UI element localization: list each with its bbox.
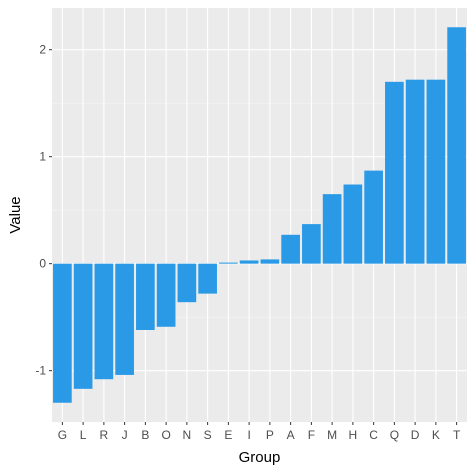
- x-tick-label: J: [122, 428, 128, 442]
- bars: [53, 27, 466, 403]
- x-tick-label: A: [287, 428, 295, 442]
- bar-K: [426, 79, 446, 264]
- bar-R: [94, 263, 114, 380]
- bar-I: [239, 260, 259, 264]
- bar-C: [364, 170, 383, 264]
- bar-D: [405, 79, 425, 264]
- bar-B: [136, 263, 155, 330]
- plot-panel: [52, 8, 467, 422]
- bar-L: [73, 263, 93, 389]
- x-tick-label: G: [58, 428, 67, 442]
- x-tick-label: C: [369, 428, 378, 442]
- x-tick-label: I: [247, 428, 250, 442]
- bar-M: [322, 194, 342, 264]
- y-tick-label: -1: [35, 364, 46, 378]
- bar-F: [302, 224, 321, 264]
- x-tick-label: B: [141, 428, 149, 442]
- bar-E: [219, 262, 238, 264]
- x-tick-label: H: [349, 428, 358, 442]
- bar-P: [260, 259, 280, 264]
- x-tick-label: O: [161, 428, 170, 442]
- bar-Q: [385, 81, 404, 264]
- x-tick-label: T: [453, 428, 461, 442]
- x-tick-label: N: [183, 428, 192, 442]
- bar-J: [115, 263, 134, 375]
- y-axis: -1 0 1 2: [35, 43, 52, 378]
- x-tick-label: M: [327, 428, 337, 442]
- bar-A: [281, 234, 300, 264]
- bar-O: [156, 263, 176, 327]
- x-axis-title: Group: [239, 449, 281, 466]
- x-tick-label: D: [411, 428, 420, 442]
- x-tick-label: P: [266, 428, 274, 442]
- y-tick-label: 0: [39, 257, 46, 271]
- bar-G: [53, 263, 72, 403]
- x-tick-label: Q: [390, 428, 399, 442]
- y-tick-label: 1: [39, 150, 46, 164]
- x-tick-label: R: [100, 428, 109, 442]
- bar-H: [343, 184, 363, 264]
- x-tick-label: F: [308, 428, 315, 442]
- bar-S: [198, 263, 217, 294]
- y-tick-label: 2: [39, 43, 46, 57]
- x-tick-label: S: [204, 428, 212, 442]
- x-tick-label: L: [80, 428, 87, 442]
- y-axis-title: Value: [7, 196, 24, 233]
- bar-T: [447, 27, 466, 264]
- x-tick-label: K: [432, 428, 440, 442]
- x-tick-label: E: [224, 428, 232, 442]
- bar-N: [177, 263, 197, 303]
